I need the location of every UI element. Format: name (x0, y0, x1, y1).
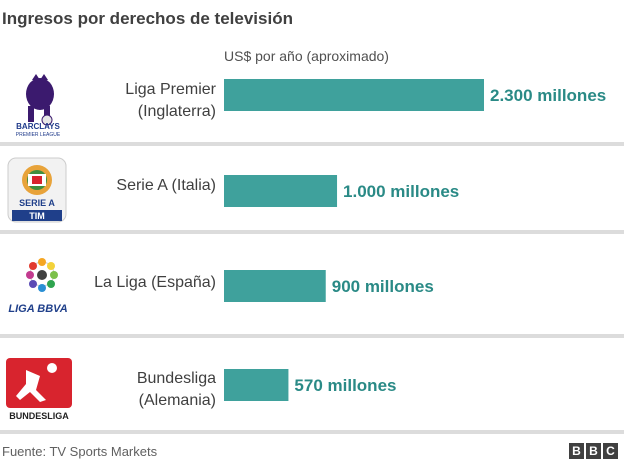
category-label-line: Serie A (Italia) (116, 177, 216, 194)
premier-logo-subtext: PREMIER LEAGUE (16, 132, 61, 138)
source-note: Fuente: TV Sports Markets (2, 444, 158, 459)
bundesliga-logo-icon: BUNDESLIGA (6, 358, 72, 421)
category-label-line: Liga Premier (125, 81, 216, 98)
row-premier: BARCLAYS PREMIER LEAGUE Liga Premier (In… (0, 72, 624, 142)
serie-a-logo-icon: SERIE A TIM (7, 157, 67, 223)
row-bundesliga: BUNDESLIGA Bundesliga (Alemania) (0, 356, 624, 426)
category-label-line: (Inglaterra) (137, 103, 216, 120)
seriea-logo-text: SERIE A (19, 198, 55, 208)
row-separator (0, 142, 624, 146)
la-liga-logo-icon: LIGA BBVA (8, 258, 68, 315)
premier-logo-text: BARCLAYS (16, 122, 60, 131)
category-label-line: La Liga (España) (94, 274, 216, 291)
category-label-premier: Liga Premier (Inglaterra) (125, 79, 216, 123)
bbc-logo-letter: B (569, 443, 584, 459)
laliga-logo-text: LIGA BBVA (8, 303, 67, 315)
bbc-logo-letter: B (586, 443, 601, 459)
category-label-line: Bundesliga (136, 370, 216, 387)
bbc-logo-icon: B B C (569, 443, 618, 459)
row-separator (0, 230, 624, 234)
row-seriea: SERIE A TIM Serie A (Italia) (0, 156, 624, 226)
category-label-seriea: Serie A (Italia) (116, 175, 216, 197)
row-separator (0, 334, 624, 338)
category-label-laliga: La Liga (España) (94, 272, 216, 294)
category-label-bundesliga: Bundesliga (Alemania) (137, 368, 216, 412)
chart-subtitle: US$ por año (aproximado) (224, 48, 389, 64)
row-laliga: LIGA BBVA La Liga (España) (0, 248, 624, 318)
bundesliga-logo-text: BUNDESLIGA (9, 411, 69, 421)
seriea-logo-subtext: TIM (29, 211, 45, 221)
category-label-line: (Alemania) (138, 392, 216, 409)
chart-title: Ingresos por derechos de televisión (2, 9, 293, 28)
bbc-logo-letter: C (603, 443, 618, 459)
premier-league-logo-icon: BARCLAYS PREMIER LEAGUE (16, 74, 61, 138)
row-separator (0, 430, 624, 434)
